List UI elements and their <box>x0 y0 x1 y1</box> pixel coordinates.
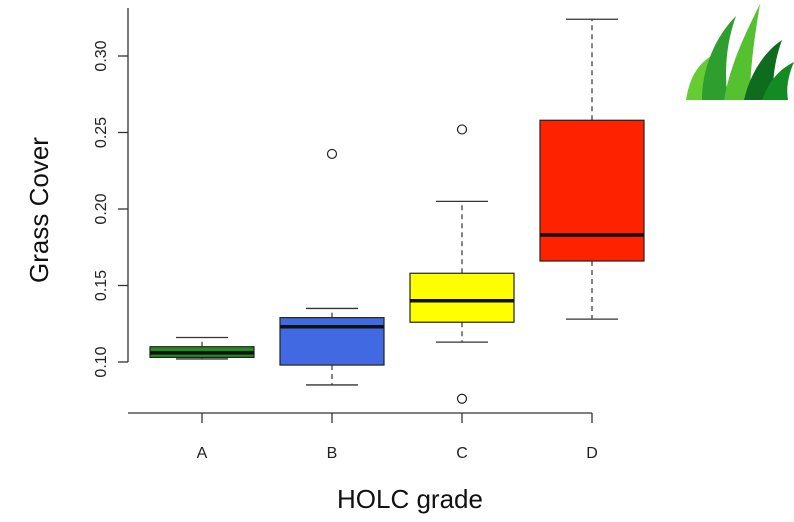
boxes <box>149 18 645 404</box>
grass-blade-deep <box>762 62 794 100</box>
box-group-a <box>149 336 255 360</box>
grass-blade-light <box>686 54 714 100</box>
y-tick-label: 0.30 <box>93 40 110 71</box>
x-tick-label: B <box>327 445 338 462</box>
outlier-point <box>456 124 468 135</box>
grass-blade-lime <box>724 4 760 100</box>
x-tick-label: C <box>456 445 468 462</box>
x-tick-label: D <box>586 445 598 462</box>
axes: 0.10 0.15 0.20 0.25 0.30 A B C D <box>93 8 598 462</box>
box-group-d <box>539 18 645 320</box>
x-axis-title: HOLC grade <box>337 484 483 514</box>
box-b <box>279 317 385 366</box>
outlier-point <box>456 393 468 404</box>
y-axis-title: Grass Cover <box>24 137 54 283</box>
box-c <box>409 272 515 323</box>
outlier-point <box>326 148 338 160</box>
box-d <box>539 119 645 262</box>
y-tick-label: 0.20 <box>93 193 110 224</box>
box-group-b <box>279 148 385 386</box>
x-tick-label: A <box>197 445 208 462</box>
y-tick-label: 0.15 <box>93 270 110 301</box>
grass-blade-mid <box>702 16 736 100</box>
y-tick-label: 0.10 <box>93 346 110 377</box>
y-tick-label: 0.25 <box>93 117 110 148</box>
box-group-c <box>409 124 515 404</box>
grass-icon <box>686 4 794 100</box>
